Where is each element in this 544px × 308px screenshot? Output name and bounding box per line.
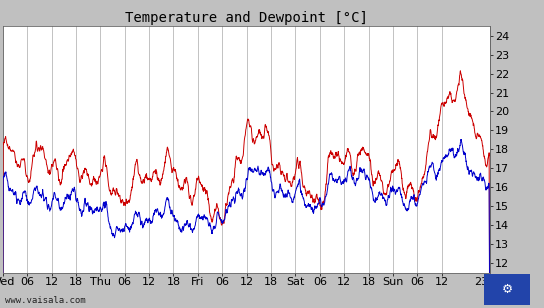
Title: Temperature and Dewpoint [°C]: Temperature and Dewpoint [°C] (125, 11, 368, 25)
Text: ⚙: ⚙ (502, 283, 513, 296)
Text: www.vaisala.com: www.vaisala.com (5, 296, 86, 305)
